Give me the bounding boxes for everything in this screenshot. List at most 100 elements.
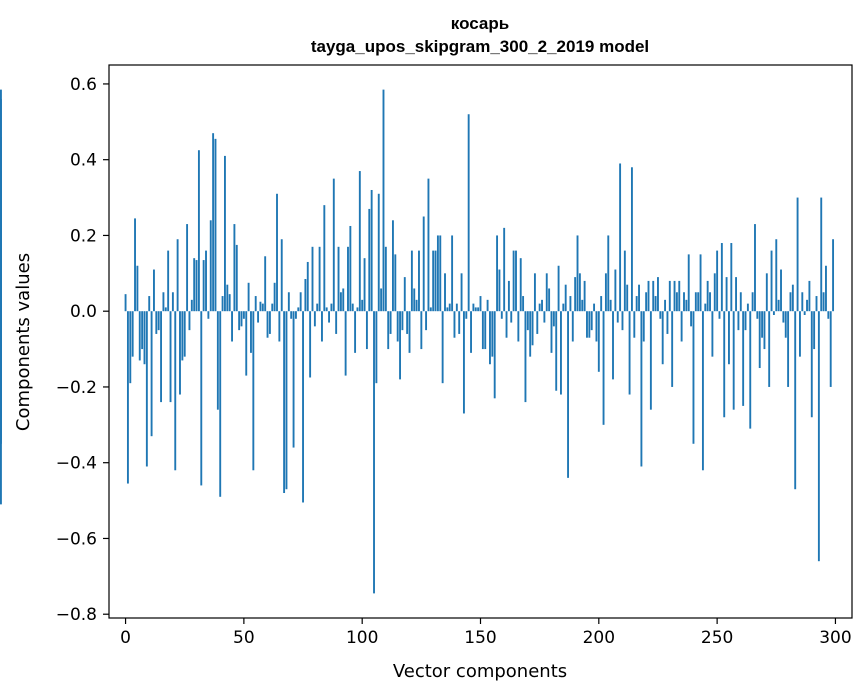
bar-27 (188, 311, 191, 331)
bar-205 (609, 299, 612, 312)
x-tick-label: 0 (120, 628, 131, 648)
bar-267 (756, 311, 759, 319)
bar-138 (451, 235, 454, 312)
bar-94 (347, 246, 349, 312)
bar-200 (597, 311, 600, 372)
bar-204 (607, 235, 610, 312)
bar-220 (645, 292, 648, 312)
bar-170 (526, 311, 529, 331)
bar-59 (264, 256, 267, 312)
bar-211 (623, 250, 626, 312)
bar-101 (363, 258, 366, 312)
bar-210 (621, 311, 624, 331)
bar-296 (825, 265, 827, 312)
bar-265 (751, 292, 754, 312)
bar-53 (250, 311, 252, 353)
bar-52 (247, 282, 250, 312)
bar-234 (678, 280, 681, 312)
bar-114 (394, 254, 397, 312)
bar-41 (221, 296, 224, 312)
bar-180 (550, 311, 553, 353)
bar-277 (780, 269, 782, 312)
bar-222 (649, 311, 652, 410)
bar-78 (309, 311, 312, 378)
bar-248 (711, 311, 714, 357)
bar-242 (697, 292, 700, 312)
bar-98 (356, 307, 359, 312)
bar-270 (763, 311, 766, 350)
bar-168 (522, 296, 525, 312)
bar-142 (460, 273, 463, 312)
bar-111 (387, 311, 390, 350)
bar-238 (687, 254, 690, 312)
bar-163 (510, 311, 513, 323)
bar-256 (730, 243, 733, 312)
bar-201 (600, 296, 603, 312)
bar-22 (176, 239, 179, 312)
bar-71 (292, 311, 295, 448)
bar-227 (661, 311, 664, 365)
x-axis-label: Vector components (393, 661, 567, 682)
bar-108 (380, 288, 383, 312)
bar-125 (420, 311, 423, 350)
bar-187 (567, 311, 569, 478)
bar-253 (723, 311, 726, 418)
bar-63 (273, 282, 276, 312)
bar-85 (325, 307, 328, 312)
bar-191 (576, 235, 579, 312)
bar-214 (630, 167, 633, 312)
y-tick-label: −0.2 (56, 378, 97, 398)
bar-151 (481, 311, 484, 350)
bar-130 (432, 250, 435, 312)
bar-61 (268, 311, 271, 334)
bar-43 (226, 284, 229, 312)
bar-178 (545, 273, 548, 312)
bar-240 (692, 311, 695, 444)
bar-241 (694, 292, 697, 312)
chart-title: косарь (451, 14, 509, 33)
bar-164 (512, 250, 515, 312)
bar-193 (581, 299, 584, 312)
bar-160 (503, 227, 506, 312)
bar-102 (365, 311, 368, 350)
bar-67 (283, 311, 286, 494)
bar-269 (761, 311, 764, 338)
bar-271 (765, 273, 768, 312)
bar-281 (789, 292, 792, 312)
bar-198 (593, 303, 596, 312)
bar-49 (240, 311, 243, 327)
bar-156 (493, 311, 496, 399)
bar-150 (479, 296, 482, 312)
bar-127 (425, 311, 428, 331)
bar-229 (666, 311, 669, 334)
bar-280 (787, 311, 790, 387)
bar-6 (138, 311, 141, 361)
bar-120 (408, 311, 411, 353)
bar-55 (254, 296, 257, 312)
bar-186 (564, 284, 567, 312)
bar-183 (557, 265, 560, 312)
bar-136 (446, 307, 449, 312)
bar-45 (231, 311, 233, 342)
bar-287 (803, 311, 806, 315)
bar-57 (259, 301, 262, 312)
bar-100 (361, 299, 364, 312)
bar-285 (799, 311, 801, 357)
x-tick-label: 250 (701, 628, 733, 648)
bar-207 (614, 269, 617, 312)
bar-235 (680, 311, 683, 342)
bar-218 (640, 311, 643, 467)
bar-2 (129, 311, 132, 384)
bar-216 (635, 296, 638, 312)
bar-137 (448, 303, 451, 312)
bar-249 (713, 273, 716, 312)
bar-274 (772, 311, 775, 315)
bar-223 (652, 280, 655, 312)
bar-181 (552, 311, 555, 327)
bar-3 (131, 311, 134, 357)
bar-162 (507, 280, 510, 312)
bar-23 (179, 311, 181, 395)
bar-26 (186, 224, 189, 312)
chart-subtitle: tayga_upos_skipgram_300_2_2019 model (311, 37, 649, 56)
